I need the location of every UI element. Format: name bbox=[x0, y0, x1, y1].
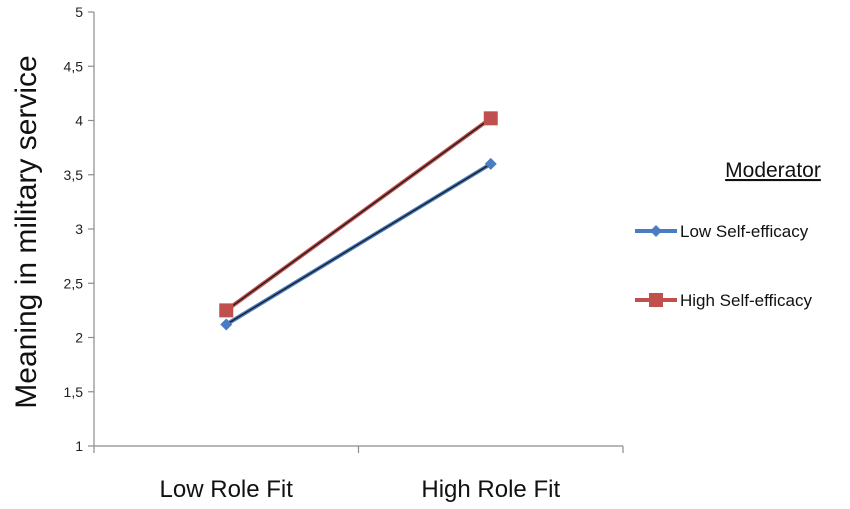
legend: Moderator Low Self-efficacy High Self-eff… bbox=[635, 159, 821, 310]
x-category-label: High Role Fit bbox=[421, 476, 560, 503]
legend-marker bbox=[650, 225, 662, 237]
y-tick-label: 2,5 bbox=[64, 275, 84, 291]
data-point bbox=[483, 111, 498, 126]
legend-item: Low Self-efficacy bbox=[635, 222, 809, 241]
y-tick-label: 5 bbox=[75, 4, 83, 20]
x-axis: Low Role Fit High Role Fit bbox=[93, 445, 624, 503]
y-tick-label: 3,5 bbox=[64, 167, 84, 183]
y-axis: 1 1,5 2 2,5 3 3,5 4 4,5 5 bbox=[64, 4, 95, 454]
series-2 bbox=[219, 111, 498, 318]
series-trend-line bbox=[225, 163, 492, 326]
data-point bbox=[484, 157, 497, 170]
series-layer bbox=[219, 111, 498, 331]
y-tick-label: 4,5 bbox=[64, 58, 84, 74]
series-trend-line bbox=[225, 117, 492, 311]
y-tick-label: 3 bbox=[75, 221, 83, 237]
y-axis-title: Meaning in military service bbox=[10, 55, 43, 408]
y-tick-label: 4 bbox=[75, 113, 83, 129]
data-point bbox=[219, 303, 234, 318]
x-category-label: Low Role Fit bbox=[160, 476, 294, 503]
y-tick-label: 1,5 bbox=[64, 384, 84, 400]
legend-marker bbox=[649, 293, 663, 307]
legend-item: High Self-efficacy bbox=[635, 291, 812, 310]
legend-label: Low Self-efficacy bbox=[680, 222, 809, 241]
legend-label: High Self-efficacy bbox=[680, 291, 812, 310]
legend-title: Moderator bbox=[725, 159, 821, 182]
series-1 bbox=[220, 157, 497, 331]
y-tick-label: 1 bbox=[75, 438, 83, 454]
y-tick-label: 2 bbox=[75, 330, 83, 346]
data-point bbox=[220, 318, 233, 331]
